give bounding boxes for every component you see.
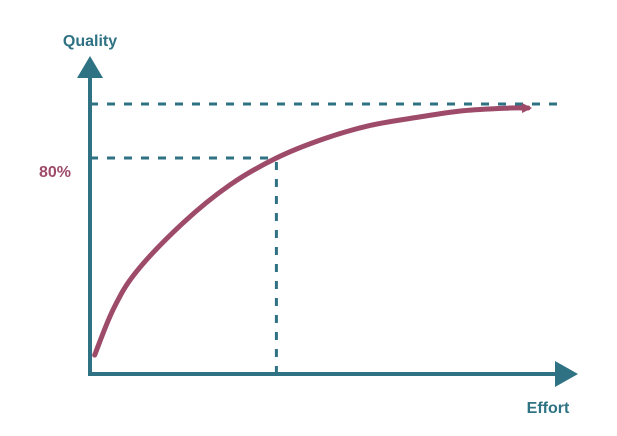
y-axis-title: Quality xyxy=(63,33,117,50)
x-axis-arrowhead xyxy=(555,361,578,387)
series-line xyxy=(92,103,533,358)
y-axis-arrowhead xyxy=(77,56,103,78)
series-group xyxy=(92,103,533,358)
x-axis-title: Effort xyxy=(527,400,570,417)
axes xyxy=(77,56,578,387)
ref-label-80: 80% xyxy=(39,164,71,181)
reference-lines xyxy=(90,102,563,374)
